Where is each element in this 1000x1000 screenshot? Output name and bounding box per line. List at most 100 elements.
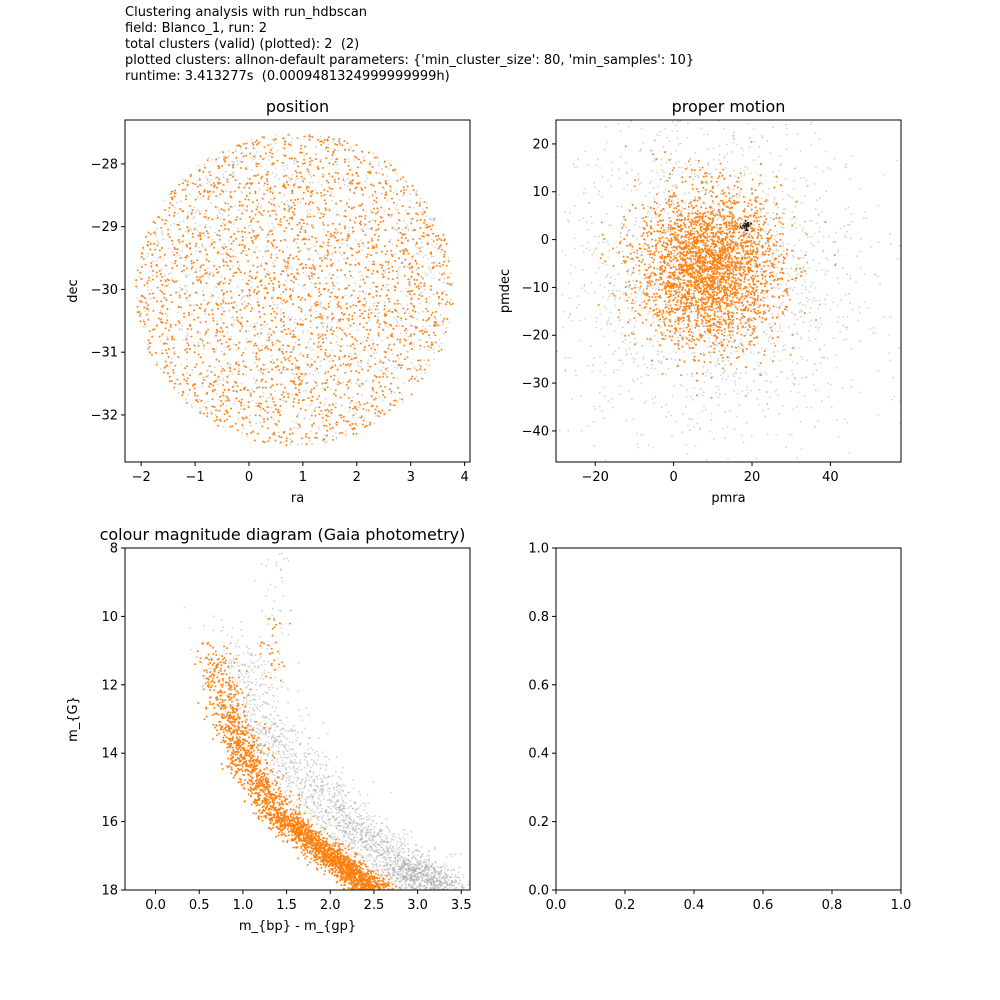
data-point xyxy=(284,386,286,389)
data-point xyxy=(233,403,235,405)
data-point xyxy=(250,431,253,434)
data-point xyxy=(394,316,396,319)
data-point xyxy=(645,248,648,251)
data-point xyxy=(317,211,320,214)
data-point xyxy=(272,433,275,436)
data-point xyxy=(253,235,256,238)
data-point xyxy=(245,209,248,212)
data-point xyxy=(381,273,384,276)
data-point xyxy=(730,203,732,205)
data-point xyxy=(549,269,551,271)
data-point xyxy=(254,213,257,216)
data-point xyxy=(706,180,709,182)
data-point xyxy=(249,325,252,328)
data-point xyxy=(241,230,244,233)
figure-header: Clustering analysis with run_hdbscan fie… xyxy=(125,5,694,85)
data-point xyxy=(413,278,416,281)
data-point xyxy=(430,262,433,265)
data-point xyxy=(148,276,151,279)
data-point xyxy=(315,154,317,156)
data-point xyxy=(918,280,920,282)
data-point xyxy=(802,321,805,324)
data-point xyxy=(845,328,848,330)
data-point xyxy=(655,288,657,291)
data-point xyxy=(182,373,185,376)
data-point xyxy=(255,276,258,279)
data-point xyxy=(324,207,327,210)
data-point xyxy=(192,261,195,264)
data-point xyxy=(415,369,418,372)
data-point xyxy=(336,307,339,309)
data-point xyxy=(307,330,309,332)
data-point xyxy=(378,181,381,184)
data-point xyxy=(338,356,341,359)
data-point xyxy=(765,231,768,233)
data-point xyxy=(209,174,212,177)
data-point xyxy=(223,369,226,372)
data-point xyxy=(413,346,416,348)
data-point xyxy=(255,352,258,355)
data-point xyxy=(794,222,796,224)
data-point xyxy=(214,231,217,234)
data-point xyxy=(385,373,387,376)
data-point xyxy=(237,230,240,233)
data-point xyxy=(271,384,274,387)
data-point xyxy=(286,181,288,184)
data-point xyxy=(277,338,280,341)
data-point xyxy=(205,230,208,233)
data-point xyxy=(255,355,257,358)
data-point xyxy=(222,260,225,263)
data-point xyxy=(659,95,661,97)
data-point xyxy=(268,154,271,157)
data-point xyxy=(365,174,368,177)
data-point xyxy=(218,265,221,268)
data-point xyxy=(229,255,232,258)
data-point xyxy=(755,326,758,329)
data-point xyxy=(962,426,964,428)
data-point xyxy=(256,347,259,350)
data-point xyxy=(139,320,142,323)
data-point xyxy=(671,184,674,187)
data-point xyxy=(791,210,794,213)
data-point xyxy=(718,159,720,161)
data-point xyxy=(303,283,306,286)
data-point xyxy=(189,304,192,307)
data-point xyxy=(692,332,695,335)
data-point xyxy=(189,193,191,196)
data-point xyxy=(605,459,607,462)
data-point xyxy=(276,297,279,300)
data-point xyxy=(212,317,215,320)
data-point xyxy=(379,385,382,388)
data-point xyxy=(247,401,250,404)
data-point xyxy=(296,272,299,275)
data-point xyxy=(622,326,624,329)
data-point xyxy=(200,410,203,413)
data-point xyxy=(316,436,318,439)
data-point xyxy=(383,314,386,317)
data-point xyxy=(793,270,796,273)
data-point xyxy=(355,432,358,435)
data-point xyxy=(645,400,648,402)
data-point xyxy=(254,237,257,240)
data-point xyxy=(709,172,712,175)
data-point xyxy=(304,202,307,205)
data-point xyxy=(384,229,387,232)
data-point xyxy=(777,394,779,397)
data-point xyxy=(252,377,255,380)
data-point xyxy=(283,315,286,318)
data-point xyxy=(190,262,193,265)
data-point xyxy=(327,251,330,254)
data-point xyxy=(681,431,684,434)
data-point xyxy=(304,145,307,148)
data-point xyxy=(234,179,237,182)
data-point xyxy=(393,253,396,256)
data-point xyxy=(908,214,910,216)
data-point xyxy=(207,374,210,377)
data-point xyxy=(226,412,229,415)
data-point xyxy=(812,244,815,247)
data-point xyxy=(371,339,374,341)
data-point xyxy=(436,238,439,241)
data-point xyxy=(293,213,296,216)
data-point xyxy=(185,382,188,385)
data-point xyxy=(767,242,770,245)
